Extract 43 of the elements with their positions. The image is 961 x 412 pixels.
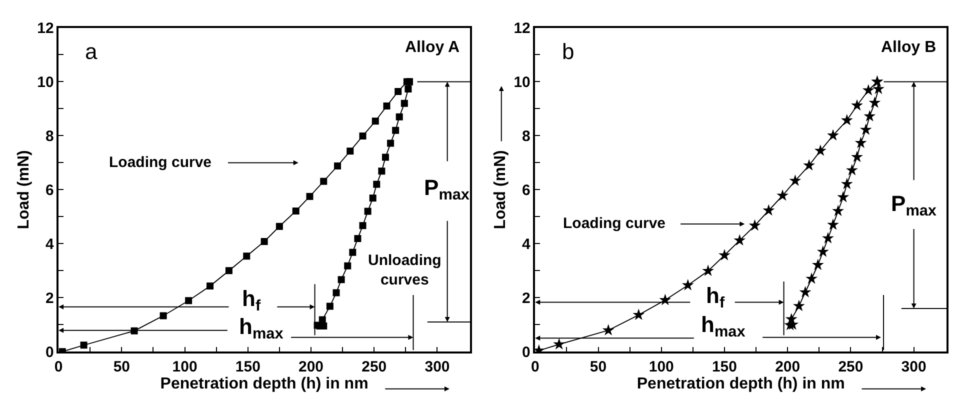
x-tick-label: 200: [298, 358, 324, 376]
x-axis-title: Penetration depth (h) in nm: [636, 375, 845, 392]
x-tick-label: 50: [590, 358, 607, 376]
y-tick-label: 2: [522, 290, 530, 307]
annotation: Unloading curves: [368, 252, 442, 288]
x-tick-label: 100: [648, 358, 674, 376]
annotation: a: [85, 39, 98, 64]
annotation: h$_{max}$: [701, 312, 746, 341]
x-tick-label: 50: [113, 358, 130, 376]
y-tick-label: 6: [45, 182, 54, 199]
x-tick-label: 300: [901, 358, 926, 376]
y-tick-label: 4: [522, 236, 532, 253]
y-tick-label: 12: [37, 20, 54, 37]
y-tick-label: 2: [45, 290, 54, 307]
x-tick-label: 250: [838, 358, 864, 376]
x-tick-label: 250: [362, 358, 387, 376]
annotation: Loading curve: [109, 154, 212, 171]
y-axis-title: Load (mN): [492, 150, 510, 230]
x-tick-label: 150: [712, 358, 737, 376]
x-tick-label: 300: [424, 358, 450, 376]
x-tick-label: 150: [235, 358, 260, 376]
x-tick-label: 200: [775, 358, 800, 376]
annotation: h$_{f}$: [242, 286, 262, 315]
y-tick-label: 6: [522, 182, 530, 199]
y-tick-label: 8: [522, 128, 530, 145]
annotation: h$_{f}$: [706, 283, 726, 312]
annotation: Alloy A: [405, 39, 460, 56]
x-axis-title: Penetration depth (h) in nm: [160, 375, 368, 392]
x-tick-label: 100: [172, 358, 198, 376]
y-axis-title: Load (mN): [16, 150, 33, 230]
annotation: P$_{max}$: [891, 191, 937, 220]
y-tick-label: 12: [514, 20, 530, 37]
annotation: Loading curve: [563, 215, 666, 232]
y-tick-label: 10: [37, 74, 54, 91]
annotation: h$_{max}$: [239, 314, 284, 343]
y-tick-label: 4: [45, 236, 54, 253]
y-tick-label: 8: [45, 128, 54, 145]
annotation: Alloy B: [881, 39, 936, 56]
annotation: b: [562, 39, 574, 64]
annotation: P$_{max}$: [424, 175, 470, 204]
y-tick-label: 0: [45, 344, 54, 361]
y-tick-label: 10: [514, 74, 530, 91]
y-tick-label: 0: [522, 344, 530, 361]
